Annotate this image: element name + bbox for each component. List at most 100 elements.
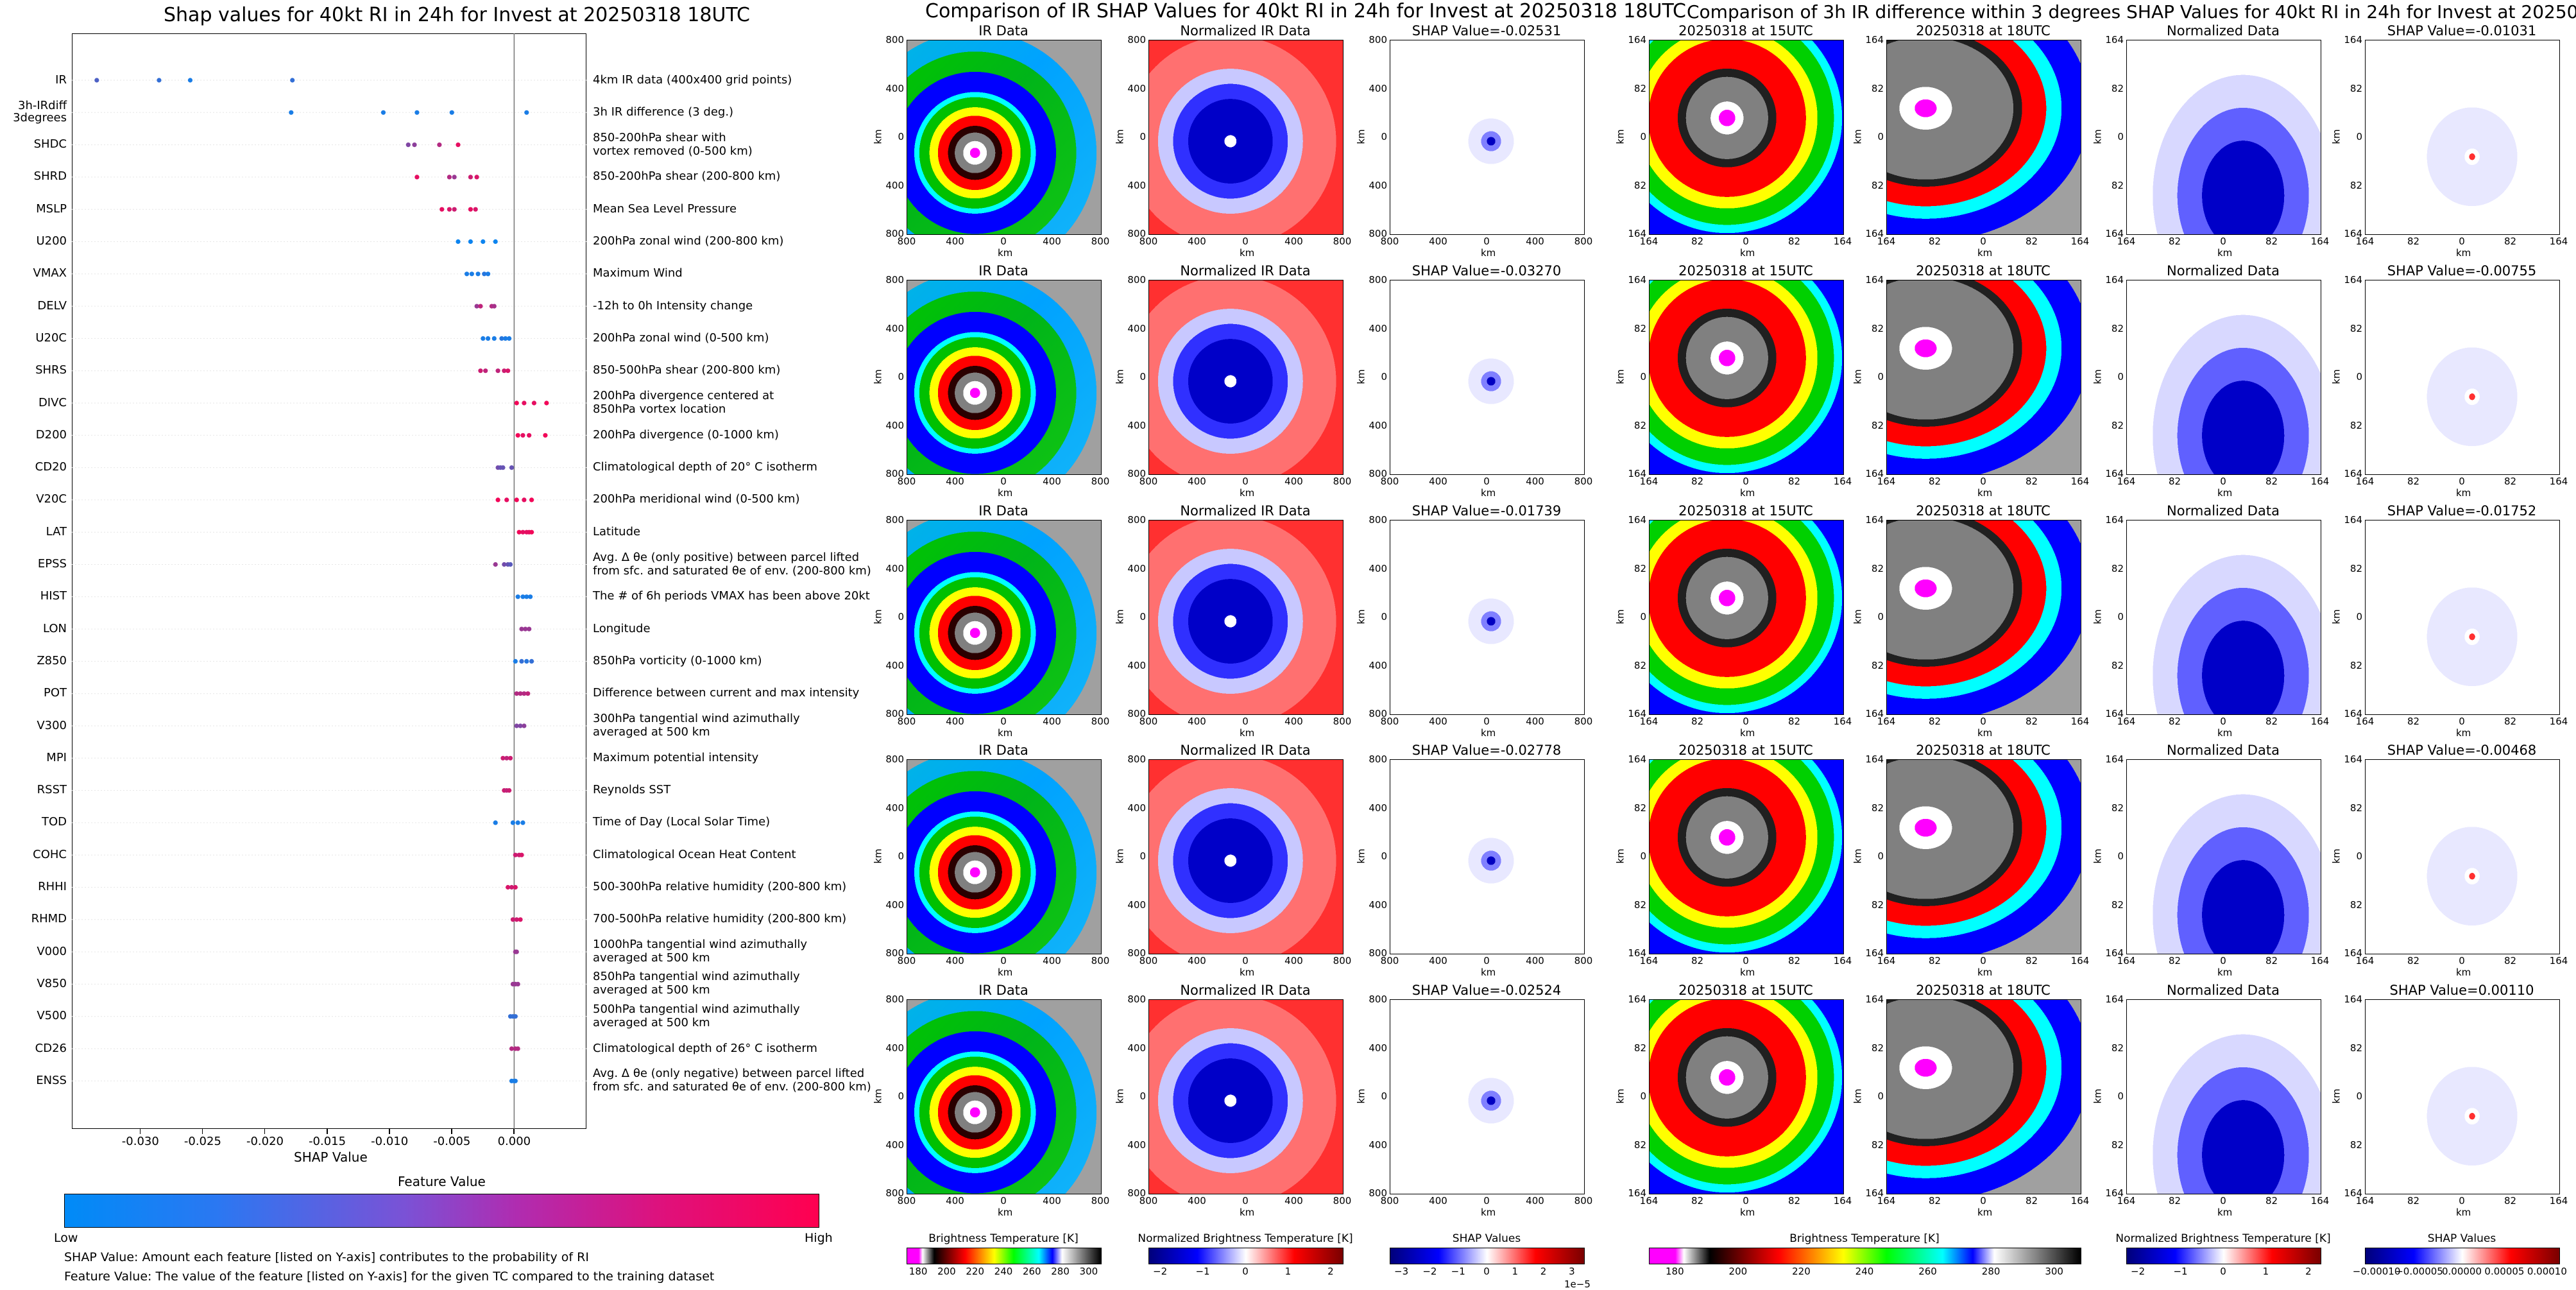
- panel-x-label: km: [2456, 727, 2471, 739]
- x-tick-mark: [327, 1129, 328, 1134]
- shap-point-rhhi: [513, 884, 518, 890]
- shap-point-z850: [513, 658, 518, 664]
- ir-shap-colorbar-label: SHAP Values: [1452, 1232, 1521, 1245]
- panel-y-tick: 800: [1127, 708, 1146, 719]
- shap-point-u20c: [502, 336, 508, 341]
- irdiff-15utc-image: [1649, 759, 1844, 954]
- panel-x-tick: 164: [1639, 476, 1659, 487]
- ir-comparison-title: Comparison of IR SHAP Values for 40kt RI…: [925, 0, 1686, 22]
- panel-y-tick: 400: [1127, 802, 1146, 814]
- irdiff-brightness-colorbar: [1649, 1248, 2081, 1264]
- shap-point-u200: [455, 239, 461, 244]
- shap-point-v500: [513, 1013, 518, 1019]
- panel-x-tick: 400: [1043, 955, 1061, 967]
- panel-x-tick: 400: [1284, 476, 1303, 487]
- feature-description-label: Climatological depth of 26° C isotherm: [593, 1041, 817, 1055]
- panel-x-label: km: [1740, 1207, 1755, 1218]
- ir-shap-title: SHAP Value=-0.03270: [1412, 263, 1562, 279]
- panel-x-tick: 82: [2265, 716, 2278, 727]
- ir-shap-title: SHAP Value=-0.01739: [1412, 503, 1562, 519]
- panel-x-label: km: [1977, 967, 1993, 978]
- shap-point-mslp: [447, 207, 452, 212]
- panel-x-tick: 0: [1743, 1195, 1749, 1207]
- shap-point-mslp: [473, 207, 478, 212]
- panel-y-label: km: [1355, 369, 1367, 384]
- feature-description-label: 4km IR data (400x400 grid points): [593, 73, 792, 87]
- ir-shap-colorbar-tick: −2: [1422, 1266, 1437, 1277]
- panel-y-tick: 164: [1865, 993, 1884, 1005]
- panel-x-tick: 0: [1242, 476, 1249, 487]
- panel-x-tick: 164: [1877, 1195, 1896, 1207]
- panel-x-tick: 800: [897, 476, 916, 487]
- panel-y-tick: 0: [1139, 371, 1146, 383]
- panel-y-tick: 164: [2344, 947, 2362, 959]
- panel-y-tick: 164: [1628, 947, 1646, 959]
- normalized-ir-data-image: [1148, 520, 1343, 715]
- irdiff-15utc-title: 20250318 at 15UTC: [1678, 263, 1813, 279]
- panel-x-tick: 164: [2549, 1195, 2568, 1207]
- panel-y-tick: 0: [898, 131, 904, 142]
- beeswarm-svg: [71, 33, 586, 1129]
- panel-x-tick: 82: [2265, 236, 2278, 247]
- irdiff-15utc-title: 20250318 at 15UTC: [1678, 983, 1813, 998]
- panel-x-tick: 82: [2265, 1195, 2278, 1207]
- shap-point-3h-irdiff: [524, 110, 529, 115]
- panel-y-tick: 400: [885, 899, 904, 911]
- irdiff-15utc-image: [1649, 40, 1844, 235]
- feature-description-label: 700-500hPa relative humidity (200-800 km…: [593, 912, 847, 926]
- panel-x-tick: 82: [1787, 1195, 1801, 1207]
- irdiff-normalized-image: [2126, 40, 2321, 235]
- panel-x-tick: 400: [1429, 1195, 1447, 1207]
- panel-y-tick: 82: [1871, 659, 1884, 671]
- panel-x-label: km: [2456, 487, 2471, 499]
- panel-y-tick: 82: [2350, 82, 2362, 94]
- shap-point-3h-irdiff: [380, 110, 386, 115]
- footnote-shap: SHAP Value: Amount each feature [listed …: [64, 1250, 589, 1264]
- shap-point-d200: [520, 433, 525, 438]
- panel-x-tick: 164: [2070, 476, 2090, 487]
- panel-x-tick: 800: [897, 236, 916, 247]
- panel-y-tick: 82: [1633, 659, 1646, 671]
- panel-x-tick: 82: [1787, 716, 1801, 727]
- ir-data-image: [907, 759, 1102, 954]
- panel-x-tick: 400: [946, 236, 964, 247]
- panel-y-tick: 400: [1369, 179, 1387, 191]
- panel-x-tick: 164: [2117, 716, 2136, 727]
- panel-x-tick: 0: [1483, 716, 1490, 727]
- panel-y-tick: 400: [1127, 659, 1146, 671]
- panel-y-tick: 400: [1369, 659, 1387, 671]
- panel-x-tick: 400: [1526, 955, 1544, 967]
- panel-x-tick: 0: [1980, 1195, 1986, 1207]
- panel-y-tick: 82: [1633, 562, 1646, 574]
- panel-y-tick: 400: [1127, 562, 1146, 574]
- ir-brightness-colorbar-tick: 180: [908, 1266, 928, 1277]
- normalized-ir-data-title: Normalized IR Data: [1180, 983, 1311, 998]
- panel-x-tick: 164: [2310, 1195, 2330, 1207]
- shap-point-vmax: [469, 271, 474, 276]
- shap-point-rhmd: [510, 916, 515, 922]
- shap-point-hist: [515, 594, 520, 599]
- panel-y-tick: 400: [885, 1042, 904, 1054]
- feature-code-label: DIVC: [38, 395, 67, 409]
- panel-x-tick: 164: [1639, 716, 1659, 727]
- panel-y-tick: 0: [2356, 611, 2362, 623]
- panel-x-tick: 800: [1574, 716, 1593, 727]
- panel-x-tick: 800: [1139, 716, 1158, 727]
- panel-y-tick: 164: [2344, 514, 2362, 526]
- irdiff-15utc-image: [1649, 520, 1844, 715]
- panel-y-tick: 82: [2111, 802, 2124, 814]
- panel-y-tick: 82: [1871, 1139, 1884, 1151]
- panel-x-label: km: [1240, 967, 1255, 978]
- panel-x-label: km: [998, 487, 1013, 499]
- panel-x-tick: 800: [1380, 236, 1399, 247]
- panel-x-tick: 800: [1333, 236, 1352, 247]
- panel-x-tick: 400: [1526, 476, 1544, 487]
- shap-point-rhhi: [509, 884, 514, 890]
- shap-point-cohc: [513, 852, 518, 857]
- panel-y-tick: 800: [885, 514, 904, 526]
- ir-brightness-colorbar-tick: 200: [937, 1266, 956, 1277]
- panel-x-tick: 800: [1333, 716, 1352, 727]
- panel-x-tick: 800: [1333, 1195, 1352, 1207]
- panel-y-tick: 82: [1633, 899, 1646, 911]
- irdiff-shap-title: SHAP Value=-0.01031: [2387, 23, 2537, 39]
